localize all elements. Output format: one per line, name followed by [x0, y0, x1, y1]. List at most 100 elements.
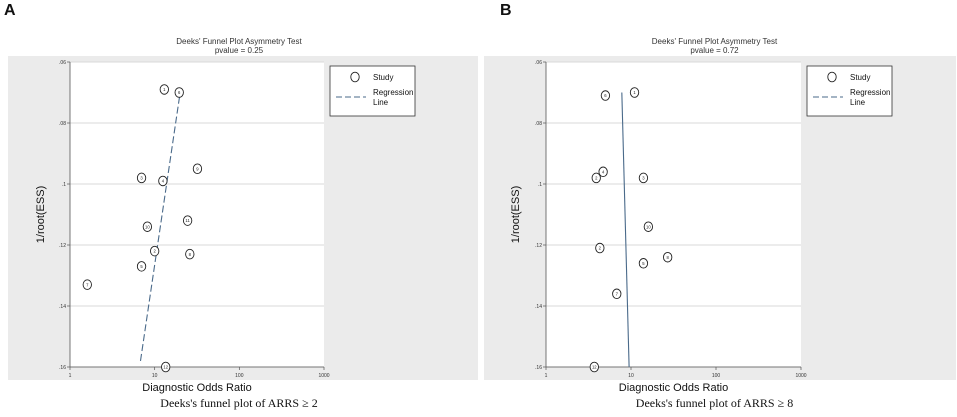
plot-area — [70, 62, 324, 367]
study-point: 2 — [591, 172, 601, 184]
study-marker — [629, 87, 640, 98]
study-marker — [161, 361, 171, 373]
chart-subtitle-a: pvalue = 0.25 — [214, 46, 264, 55]
y-tick-label: .08 — [535, 121, 542, 127]
chart-title-a: Deeks' Funnel Plot Asymmetry Test — [176, 37, 302, 46]
study-marker — [638, 258, 649, 269]
legend-study-marker — [350, 71, 360, 83]
study-label: 2 — [599, 246, 602, 251]
y-tick-label: .12 — [59, 243, 66, 249]
y-tick-label: .1 — [538, 182, 542, 188]
study-label: 2 — [153, 249, 156, 254]
y-tick-label: .06 — [535, 60, 542, 66]
study-marker — [136, 261, 147, 272]
plot-area — [546, 62, 801, 367]
study-label: 6 — [604, 93, 607, 98]
study-marker — [82, 279, 92, 290]
y-tick-label: .14 — [535, 304, 542, 310]
study-point: 5 — [136, 261, 147, 272]
study-point: 6 — [174, 87, 184, 98]
study-marker — [589, 361, 599, 373]
study-marker — [182, 215, 193, 226]
x-tick-label: 1000 — [318, 373, 329, 379]
panel-label-b: B — [500, 2, 512, 19]
legend-regression-label: Regression — [850, 88, 890, 97]
study-label: 4 — [602, 169, 605, 174]
x-axis-label: Diagnostic Odds Ratio — [619, 382, 728, 394]
figure-caption-a: Deeks's funnel plot of ARRS ≥ 2 — [160, 396, 318, 410]
study-marker — [174, 87, 184, 98]
study-point: 9 — [192, 163, 203, 174]
x-tick-label: 100 — [712, 373, 721, 379]
panel-label-a: A — [4, 2, 16, 19]
x-tick-label: 1 — [545, 373, 548, 379]
study-label: 5 — [642, 261, 645, 266]
study-point: 10 — [643, 221, 654, 232]
y-tick-label: .16 — [59, 365, 66, 371]
study-point: 1 — [159, 84, 169, 95]
study-label: 6 — [178, 90, 181, 95]
study-point: 7 — [612, 288, 622, 300]
study-marker — [150, 245, 160, 257]
study-point: 11 — [182, 215, 193, 226]
regression-line — [621, 92, 630, 368]
figure-caption-b: Deeks's funnel plot of ARRS ≥ 8 — [635, 396, 794, 410]
study-point: 7 — [82, 279, 92, 290]
study-marker — [185, 248, 195, 260]
funnel-plot-panel-a: A Deeks' Funnel Plot Asymmetry Test pval… — [0, 0, 478, 417]
legend-study-label: Study — [850, 73, 870, 82]
x-tick-label: 100 — [235, 373, 244, 379]
study-label: 8 — [666, 255, 669, 260]
study-point: 2 — [595, 242, 605, 254]
x-axis-label: Diagnostic Odds Ratio — [142, 382, 251, 394]
study-label: 12 — [163, 365, 168, 370]
study-label: 7 — [86, 282, 89, 287]
legend-box — [806, 65, 893, 117]
y-axis-label: 1/root(ESS) — [35, 186, 47, 243]
y-tick-label: .14 — [59, 304, 66, 310]
study-label: 12 — [592, 365, 597, 370]
study-marker — [612, 288, 622, 300]
legend-box — [329, 65, 416, 117]
study-label: 9 — [196, 166, 199, 171]
y-tick-label: .16 — [535, 365, 542, 371]
study-marker — [595, 242, 605, 254]
study-point: 1 — [629, 87, 640, 98]
study-label: 11 — [185, 218, 190, 223]
study-point: 6 — [600, 90, 611, 101]
regression-line — [139, 92, 181, 361]
study-label: 3 — [642, 176, 645, 181]
study-point: 2 — [150, 245, 160, 257]
study-marker — [591, 172, 601, 184]
study-marker — [598, 166, 608, 178]
study-point: 3 — [136, 172, 147, 184]
study-point: 8 — [185, 248, 195, 260]
legend-regression-label-line2: Line — [373, 98, 389, 107]
study-marker — [192, 163, 203, 174]
legend-study-label: Study — [373, 73, 393, 82]
y-tick-label: .06 — [59, 60, 66, 66]
study-label: 3 — [140, 176, 143, 181]
study-point: 4 — [158, 175, 168, 187]
chart-subtitle-b: pvalue = 0.72 — [690, 46, 739, 55]
study-label: 10 — [646, 224, 651, 229]
funnel-plot-panel-b: B Deeks' Funnel Plot Asymmetry Test pval… — [478, 0, 957, 417]
x-tick-label: 10 — [152, 373, 158, 379]
x-tick-label: 10 — [628, 373, 634, 379]
study-point: 4 — [598, 166, 608, 178]
study-label: 1 — [633, 90, 636, 95]
study-label: 1 — [163, 87, 166, 92]
study-marker — [158, 175, 168, 187]
study-point: 3 — [638, 172, 649, 184]
study-marker — [643, 221, 654, 232]
y-tick-label: .1 — [62, 182, 66, 188]
study-marker — [638, 172, 649, 184]
y-tick-label: .08 — [59, 121, 66, 127]
study-marker — [142, 221, 153, 232]
study-point: 5 — [638, 258, 649, 269]
x-tick-label: 1 — [69, 373, 72, 379]
study-point: 12 — [589, 361, 599, 373]
chart-title-b: Deeks' Funnel Plot Asymmetry Test — [651, 37, 778, 46]
